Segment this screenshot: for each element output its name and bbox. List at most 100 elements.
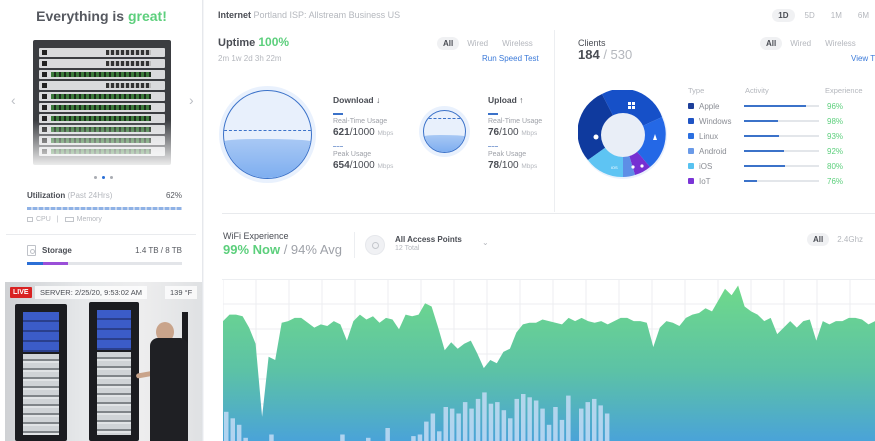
uptime-duration: 2m 1w 2d 3h 22m [218, 54, 282, 63]
filter-all[interactable]: All [760, 37, 783, 50]
client-type: Linux [699, 131, 719, 141]
upload-realtime-value: 76/100 Mbps [488, 127, 538, 138]
client-row-apple[interactable]: Apple 96% [688, 99, 868, 113]
chevron-right-icon[interactable]: › [189, 92, 194, 108]
client-type: IoT [699, 176, 711, 186]
camera-rack-left [15, 304, 67, 441]
cpu-label: CPU [36, 216, 51, 223]
clients-title: Clients [578, 38, 606, 48]
storage-value: 1.4 TB / 8 TB [135, 246, 182, 255]
donut-windows [602, 90, 662, 135]
run-speed-test-link[interactable]: Run Speed Test [482, 54, 539, 63]
activity-bar [744, 105, 819, 107]
wifi-divider [354, 232, 355, 258]
client-experience: 93% [827, 131, 844, 141]
utilization-bar [27, 207, 182, 210]
client-experience: 96% [827, 101, 844, 111]
filter-wired[interactable]: Wired [467, 39, 489, 48]
download-peak-value: 654/1000 Mbps [333, 160, 394, 171]
range-1m[interactable]: 1M [830, 11, 842, 20]
status-prefix: Everything is [36, 8, 128, 24]
upload-peak-label: Peak Usage [488, 151, 527, 158]
storage-header: Storage 1.4 TB / 8 TB [27, 245, 182, 256]
access-point-selector[interactable]: All Access Points [395, 235, 462, 244]
carousel-dot[interactable] [110, 176, 113, 179]
section-divider [222, 213, 875, 214]
swatch-ios [688, 163, 694, 169]
time-range-selector: 1D 5D 1M 6M [772, 9, 875, 22]
peak-marker [488, 146, 498, 147]
camera-temperature: 139 °F [165, 286, 198, 299]
range-6m[interactable]: 6M [857, 11, 869, 20]
uptime-title: Uptime 100% [218, 35, 289, 49]
upload-realtime-label: Real-Time Usage [488, 118, 543, 125]
wifi-now: 99% Now [223, 242, 281, 257]
carousel-dots [94, 176, 113, 179]
realtime-marker [488, 113, 498, 115]
memory-icon [64, 216, 74, 222]
storage-bar [27, 262, 182, 265]
status-highlight: great! [127, 8, 167, 24]
column-type: Type [688, 86, 705, 95]
view-link[interactable]: View T [851, 54, 875, 63]
wifi-score: 99% Now / 94% Avg [223, 242, 342, 257]
wifi-avg: / 94% Avg [280, 242, 342, 257]
swatch-iot [688, 178, 694, 184]
client-type: Apple [699, 101, 720, 111]
carousel-dot[interactable] [94, 176, 97, 179]
utilization-period: (Past 24Hrs) [67, 191, 113, 200]
client-row-ios[interactable]: iOS 80% [688, 159, 868, 173]
cpu-icon [27, 216, 33, 222]
swatch-apple [688, 103, 694, 109]
band-all[interactable]: All [807, 233, 830, 246]
carousel-dot-active[interactable] [102, 176, 105, 179]
client-experience: 92% [827, 146, 844, 156]
filter-wireless[interactable]: Wireless [825, 39, 856, 48]
swatch-windows [688, 118, 694, 124]
donut-linux [623, 117, 666, 167]
utilization-value: 62% [165, 191, 182, 200]
camera-rack-right [89, 302, 139, 441]
donut-apple [578, 94, 623, 160]
live-camera-feed[interactable] [5, 282, 202, 441]
range-1d[interactable]: 1D [772, 9, 795, 22]
column-experience: Experience [825, 86, 863, 95]
range-5d[interactable]: 5D [804, 11, 815, 20]
rack-fade [30, 120, 174, 170]
chevron-left-icon[interactable]: ‹ [11, 92, 16, 108]
clients-count: 184 / 530 [578, 47, 633, 62]
client-row-android[interactable]: Android 92% [688, 144, 868, 158]
utilization-header: Utilization (Past 24Hrs) 62% [27, 191, 182, 200]
main-panel: Internet Portland ISP: Allstream Busines… [204, 0, 875, 441]
filter-wired[interactable]: Wired [790, 39, 812, 48]
filter-all[interactable]: All [437, 37, 460, 50]
clients-filter: All Wired Wireless [760, 37, 862, 50]
download-gauge [223, 90, 312, 179]
activity-bar [744, 165, 819, 167]
camera-timestamp: SERVER: 2/25/20, 9:53:02 AM [35, 286, 148, 299]
access-point-icon [365, 235, 385, 255]
client-row-iot[interactable]: IoT 76% [688, 174, 868, 188]
internet-label: Internet [218, 10, 252, 20]
legend-separator: | [56, 216, 59, 223]
wifi-title: WiFi Experience [223, 231, 289, 241]
band-2-4ghz[interactable]: 2.4Ghz [837, 235, 864, 244]
chevron-down-icon[interactable]: ⌄ [482, 238, 489, 247]
client-row-linux[interactable]: Linux 93% [688, 129, 868, 143]
live-badge: LIVE [10, 287, 32, 298]
client-experience: 80% [827, 161, 844, 171]
filter-wireless[interactable]: Wireless [502, 39, 533, 48]
download-realtime-label: Real-Time Usage [333, 118, 388, 125]
upload-title: Upload ↑ [488, 95, 524, 105]
section-divider [554, 30, 555, 212]
memory-label: Memory [76, 216, 102, 223]
wifi-experience-chart [223, 279, 875, 441]
camera-person [156, 322, 174, 342]
upload-gauge [423, 110, 466, 153]
utilization-label: Utilization [27, 191, 66, 200]
client-row-windows[interactable]: Windows 98% [688, 114, 868, 128]
clients-donut-chart: iOS [578, 90, 667, 179]
status-title: Everything is great! [0, 8, 203, 24]
client-type: Android [699, 146, 727, 156]
